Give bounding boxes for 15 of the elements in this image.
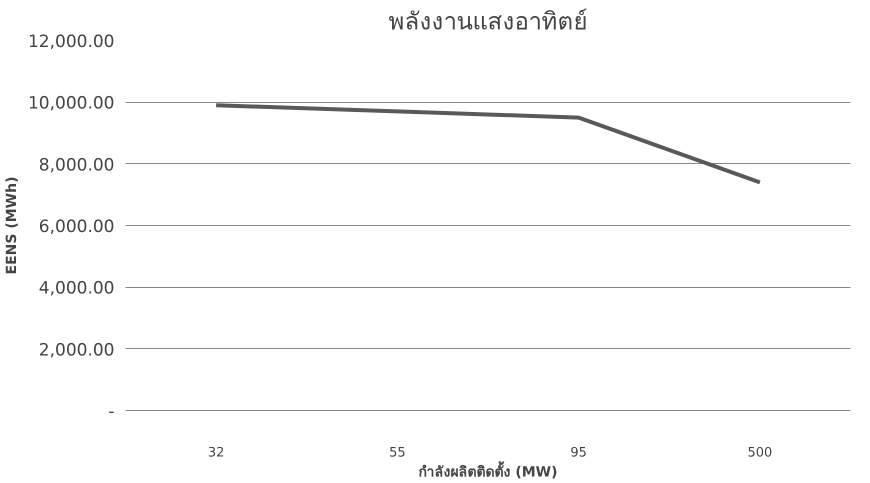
x-tick-label: 95 (570, 446, 587, 460)
x-tick-label: 32 (208, 446, 224, 460)
y-tick-label: 2,000.00 (38, 340, 114, 360)
y-tick-label: - (108, 402, 115, 422)
y-tick-label: 12,000.00 (28, 32, 115, 52)
y-tick-label: 6,000.00 (38, 217, 114, 237)
x-tick-label: 500 (747, 446, 772, 460)
x-tick-label: 55 (389, 446, 406, 460)
line-series (214, 103, 762, 184)
chart-title: พลังงานแสงอาทิตย์ (388, 8, 588, 36)
y-tick-label: 10,000.00 (28, 94, 115, 114)
y-axis-title: EENS (MWh) (4, 176, 20, 274)
x-axis-title: กำลังผลิตติดตั้ง (MW) (418, 460, 558, 480)
y-tick-label: 8,000.00 (38, 155, 114, 176)
y-tick-label: 4,000.00 (38, 278, 114, 299)
